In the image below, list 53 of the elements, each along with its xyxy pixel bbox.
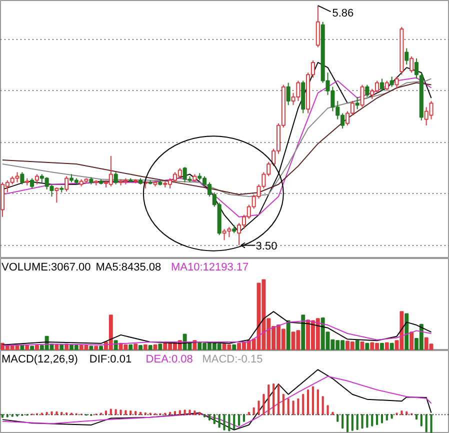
candlestick bbox=[414, 58, 419, 80]
bar bbox=[148, 345, 152, 350]
candlestick bbox=[30, 178, 34, 189]
text: MA5:8435.08 bbox=[96, 262, 162, 274]
bar bbox=[25, 345, 30, 350]
text: DIF:0.01 bbox=[89, 354, 132, 366]
bar bbox=[153, 344, 158, 350]
candlestick bbox=[316, 5, 320, 48]
bar bbox=[138, 345, 142, 350]
candlestick bbox=[394, 76, 399, 90]
bar bbox=[301, 314, 306, 350]
candlestick bbox=[20, 172, 24, 185]
candlestick bbox=[390, 76, 394, 88]
bar bbox=[128, 344, 133, 350]
series-label: MACD:-0.15 bbox=[202, 354, 263, 366]
annotation: 3.50 bbox=[256, 240, 278, 252]
bar bbox=[134, 344, 138, 350]
bar bbox=[34, 345, 39, 350]
candlestick bbox=[360, 84, 364, 108]
candlestick bbox=[365, 84, 370, 98]
bar bbox=[286, 320, 290, 350]
bar bbox=[380, 342, 384, 350]
bar bbox=[99, 346, 104, 350]
candlestick bbox=[384, 80, 389, 92]
bar bbox=[384, 342, 389, 350]
bar bbox=[89, 346, 94, 350]
bar bbox=[143, 344, 148, 350]
bar bbox=[360, 342, 364, 350]
bar bbox=[158, 344, 162, 350]
bar bbox=[390, 342, 394, 350]
candlestick bbox=[114, 172, 118, 185]
bar bbox=[30, 346, 34, 350]
bar bbox=[355, 340, 360, 350]
candlestick bbox=[410, 56, 414, 74]
bar bbox=[232, 344, 236, 350]
chart-title: VOLUME:3067.00 bbox=[2, 262, 91, 274]
bar bbox=[60, 344, 64, 350]
chart-title: MACD(12,26,9) bbox=[2, 354, 78, 366]
bar bbox=[410, 332, 414, 350]
text: MA10:12193.17 bbox=[171, 262, 249, 274]
candlestick bbox=[64, 176, 69, 192]
text: DEA:0.08 bbox=[146, 354, 193, 366]
candlestick bbox=[54, 186, 59, 204]
annotation: 5.86 bbox=[332, 8, 354, 20]
candlestick bbox=[286, 82, 290, 106]
candlestick bbox=[404, 48, 409, 65]
bar bbox=[365, 342, 370, 350]
bar bbox=[404, 313, 409, 350]
candlestick bbox=[34, 174, 39, 185]
candlestick bbox=[355, 96, 360, 110]
bar bbox=[94, 346, 98, 350]
candlestick bbox=[380, 78, 384, 92]
bar bbox=[54, 344, 59, 350]
